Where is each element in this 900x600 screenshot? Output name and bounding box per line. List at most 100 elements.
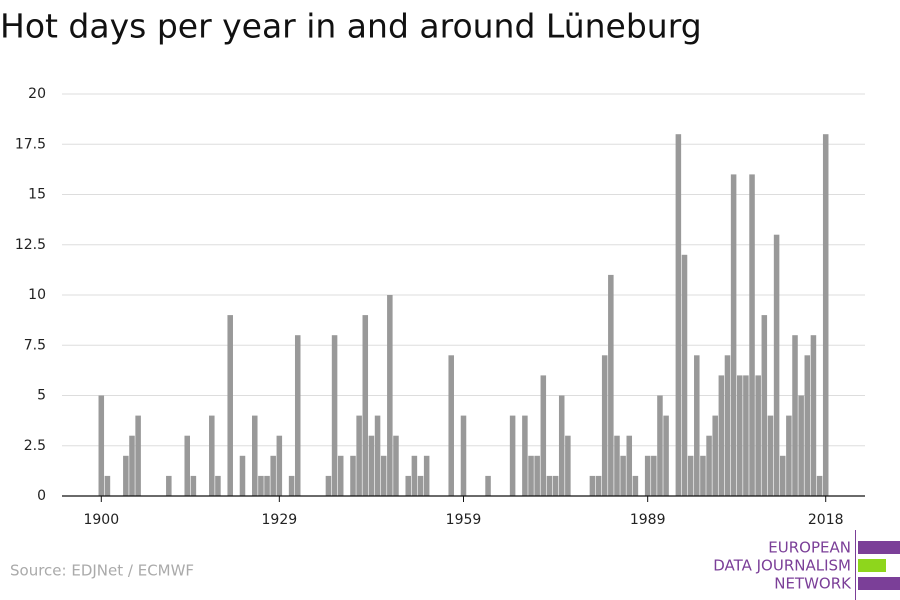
bar — [792, 335, 798, 496]
bar — [356, 415, 362, 496]
bar — [129, 435, 135, 496]
bar — [595, 475, 602, 496]
y-tick-label: 15 — [28, 187, 46, 203]
logo-bar — [858, 559, 886, 572]
bar — [626, 435, 633, 496]
bar — [601, 355, 608, 496]
x-tick-label: 2018 — [808, 512, 844, 528]
bar — [258, 475, 264, 496]
bar — [749, 174, 755, 496]
bar — [614, 435, 620, 496]
bar — [822, 134, 829, 496]
bar — [423, 455, 430, 496]
bar — [773, 234, 780, 496]
bar — [405, 475, 412, 496]
logo-bar — [858, 577, 900, 590]
bar — [540, 375, 547, 496]
bar — [761, 315, 768, 496]
bar — [589, 475, 596, 496]
y-tick-label: 12.5 — [15, 237, 46, 253]
bar — [767, 415, 774, 496]
bar — [288, 475, 295, 496]
logo-text: NETWORK — [774, 575, 852, 593]
bar — [718, 375, 725, 496]
bar — [620, 455, 626, 496]
bar — [681, 254, 688, 496]
bar — [135, 415, 141, 496]
bar — [380, 455, 387, 496]
bar — [565, 435, 571, 496]
bar — [270, 455, 276, 496]
bar — [337, 455, 344, 496]
bar — [534, 455, 540, 496]
bar — [687, 455, 694, 496]
bar — [694, 355, 700, 496]
bar — [417, 475, 424, 496]
bar — [712, 415, 718, 496]
bar — [755, 375, 761, 496]
bar — [779, 455, 786, 496]
source: Source: EDJNet / ECMWF — [10, 562, 194, 580]
bar — [350, 455, 356, 496]
bar — [485, 475, 491, 496]
bar — [730, 174, 737, 496]
bar — [123, 455, 129, 496]
bar — [184, 435, 191, 496]
bar — [608, 274, 614, 496]
logo-text: EUROPEAN — [768, 539, 851, 557]
bar — [325, 475, 332, 496]
bar — [522, 415, 528, 496]
bar — [460, 415, 467, 496]
bar — [294, 335, 301, 496]
bar — [663, 415, 669, 496]
x-tick-label: 1959 — [446, 512, 482, 528]
bar — [552, 475, 559, 496]
bar — [331, 335, 338, 496]
bar — [743, 375, 749, 496]
bar — [644, 455, 651, 496]
logo-bar — [858, 541, 900, 554]
logo: EUROPEAN DATA JOURNALISM NETWORK — [713, 530, 900, 600]
bar — [276, 435, 283, 496]
bar — [190, 475, 197, 496]
bar — [264, 475, 270, 496]
chart-title: Hot days per year in and around Lüneburg — [0, 7, 702, 46]
bar — [657, 395, 663, 496]
x-tick-label: 1989 — [630, 512, 666, 528]
y-tick-label: 7.5 — [24, 337, 46, 353]
bar — [374, 415, 381, 496]
y-tick-label: 10 — [28, 287, 46, 303]
y-tick-label: 0 — [37, 488, 46, 504]
bar — [546, 475, 553, 496]
bar — [393, 435, 399, 496]
bar — [448, 355, 454, 496]
bar — [209, 415, 215, 496]
bar — [632, 475, 639, 496]
bar — [252, 415, 258, 496]
bar — [810, 335, 817, 496]
bar — [227, 315, 233, 496]
bar — [387, 295, 393, 496]
bar — [368, 435, 375, 496]
y-tick-label: 2.5 — [24, 438, 46, 454]
x-tick-label: 1929 — [262, 512, 298, 528]
bar — [816, 475, 823, 496]
bar — [786, 415, 792, 496]
bar — [675, 134, 682, 496]
bar — [706, 435, 712, 496]
bar — [98, 395, 105, 496]
bar — [239, 455, 246, 496]
bar — [798, 395, 804, 496]
bar — [362, 315, 369, 496]
bar — [528, 455, 534, 496]
bar — [804, 355, 811, 496]
bar — [736, 375, 743, 496]
y-tick-label: 17.5 — [15, 136, 46, 152]
x-tick-label: 1900 — [83, 512, 119, 528]
bar — [558, 395, 565, 496]
bar — [215, 475, 221, 496]
y-tick-label: 5 — [37, 388, 46, 404]
y-tick-label: 20 — [28, 86, 46, 102]
bar — [509, 415, 516, 496]
